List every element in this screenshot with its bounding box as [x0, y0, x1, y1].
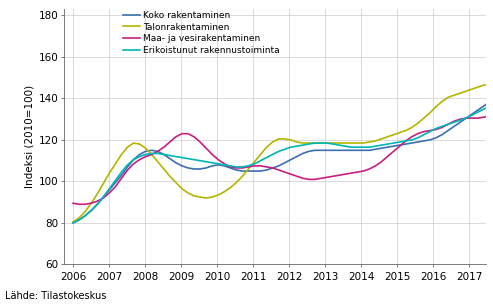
Koko rakentaminen	[360, 148, 366, 152]
Erikoistunut rakennustoiminta	[312, 141, 318, 145]
Talonrakentaminen	[131, 141, 137, 145]
Y-axis label: Indeksi (2010=100): Indeksi (2010=100)	[25, 85, 35, 188]
Maa- ja vesirakentaminen	[366, 167, 372, 171]
Talonrakentaminen	[173, 181, 179, 184]
Talonrakentaminen	[312, 141, 318, 145]
Legend: Koko rakentaminen, Talonrakentaminen, Maa- ja vesirakentaminen, Erikoistunut rak: Koko rakentaminen, Talonrakentaminen, Ma…	[123, 11, 280, 55]
Maa- ja vesirakentaminen	[318, 177, 324, 180]
Erikoistunut rakennustoiminta	[215, 162, 221, 166]
Maa- ja vesirakentaminen	[137, 158, 142, 161]
Koko rakentaminen	[70, 221, 76, 225]
Maa- ja vesirakentaminen	[221, 162, 227, 166]
Koko rakentaminen	[312, 148, 318, 152]
Talonrakentaminen	[70, 220, 76, 224]
Line: Maa- ja vesirakentaminen: Maa- ja vesirakentaminen	[73, 114, 493, 204]
Koko rakentaminen	[131, 158, 137, 161]
Koko rakentaminen	[215, 163, 221, 167]
Koko rakentaminen	[173, 161, 179, 164]
Erikoistunut rakennustoiminta	[173, 155, 179, 158]
Text: Lähde: Tilastokeskus: Lähde: Tilastokeskus	[5, 291, 106, 301]
Maa- ja vesirakentaminen	[348, 171, 354, 175]
Talonrakentaminen	[342, 141, 348, 145]
Talonrakentaminen	[215, 193, 221, 197]
Maa- ja vesirakentaminen	[179, 132, 185, 136]
Koko rakentaminen	[342, 148, 348, 152]
Line: Erikoistunut rakennustoiminta: Erikoistunut rakennustoiminta	[73, 106, 493, 223]
Maa- ja vesirakentaminen	[76, 202, 82, 206]
Line: Talonrakentaminen: Talonrakentaminen	[73, 84, 493, 222]
Erikoistunut rakennustoiminta	[131, 158, 137, 161]
Talonrakentaminen	[360, 141, 366, 145]
Erikoistunut rakennustoiminta	[70, 221, 76, 225]
Erikoistunut rakennustoiminta	[342, 144, 348, 148]
Line: Koko rakentaminen: Koko rakentaminen	[73, 96, 493, 223]
Talonrakentaminen	[488, 82, 493, 86]
Erikoistunut rakennustoiminta	[360, 145, 366, 149]
Maa- ja vesirakentaminen	[70, 202, 76, 205]
